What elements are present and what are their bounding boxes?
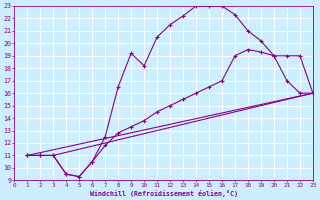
X-axis label: Windchill (Refroidissement éolien,°C): Windchill (Refroidissement éolien,°C) (90, 190, 237, 197)
